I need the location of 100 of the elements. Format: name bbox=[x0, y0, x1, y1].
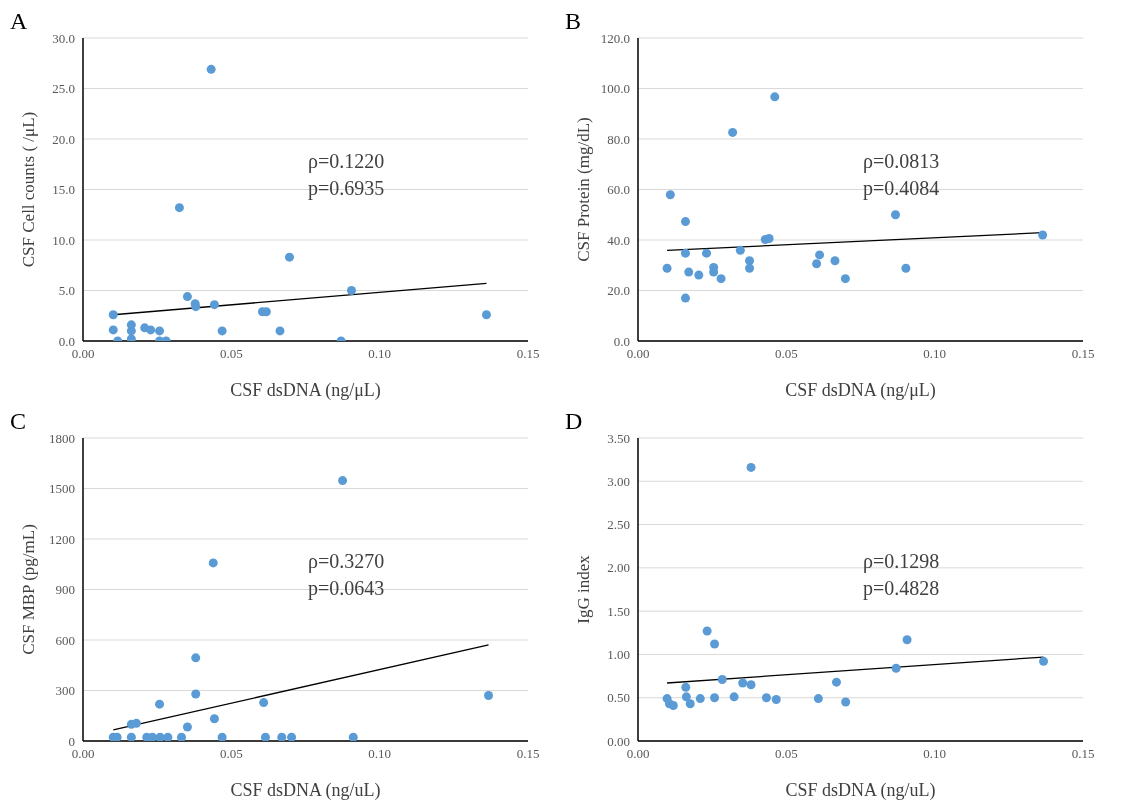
y-tick-label: 2.00 bbox=[607, 560, 630, 576]
point bbox=[680, 217, 690, 227]
point bbox=[735, 245, 745, 255]
y-tick-label: 60.0 bbox=[607, 182, 630, 198]
y-tick-label: 0.50 bbox=[607, 690, 630, 706]
point bbox=[1039, 656, 1049, 666]
y-tick-label: 80.0 bbox=[607, 131, 630, 147]
point bbox=[891, 210, 901, 220]
y-tick-label: 5.0 bbox=[58, 283, 75, 299]
y-tick-label: 100.0 bbox=[600, 81, 630, 97]
y-axis-title: CSF MBP (pg/mL) bbox=[19, 524, 39, 655]
y-tick-label: 20.0 bbox=[607, 283, 630, 299]
point bbox=[745, 263, 755, 273]
x-tick-label: 0.05 bbox=[219, 346, 243, 362]
x-tick-label: 0.05 bbox=[774, 746, 798, 762]
point bbox=[665, 190, 675, 200]
y-tick-label: 300 bbox=[55, 683, 75, 699]
y-tick-label: 10.0 bbox=[52, 232, 75, 248]
point bbox=[176, 732, 186, 741]
point bbox=[680, 293, 690, 303]
x-axis-title: CSF dsDNA (ng/uL) bbox=[230, 780, 381, 801]
y-tick-label: 30.0 bbox=[52, 30, 75, 46]
point bbox=[208, 558, 218, 568]
y-tick-label: 20.0 bbox=[52, 131, 75, 147]
annotation: p=0.6935 bbox=[308, 176, 385, 202]
x-tick-label: 0.15 bbox=[1071, 346, 1095, 362]
x-tick-label: 0.05 bbox=[219, 746, 243, 762]
y-tick-label: 1.00 bbox=[607, 647, 630, 663]
y-tick-label: 1.50 bbox=[607, 603, 630, 619]
x-tick-label: 0.10 bbox=[923, 346, 947, 362]
point bbox=[746, 462, 756, 472]
point bbox=[277, 732, 287, 741]
point bbox=[338, 476, 348, 486]
point bbox=[840, 274, 850, 284]
chart-title: C bbox=[10, 408, 27, 435]
y-axis-title: CSF Protein (mg/dL) bbox=[574, 117, 594, 262]
point bbox=[481, 310, 491, 320]
point bbox=[710, 693, 720, 703]
point bbox=[126, 334, 136, 341]
point bbox=[1038, 230, 1048, 240]
point bbox=[146, 325, 156, 335]
point bbox=[716, 274, 726, 284]
point bbox=[209, 300, 219, 310]
point bbox=[694, 270, 704, 280]
y-tick-label: 3.50 bbox=[607, 430, 630, 446]
x-tick-label: 0.00 bbox=[626, 346, 650, 362]
y-tick-label: 1800 bbox=[49, 430, 75, 446]
y-tick-label: 900 bbox=[55, 582, 75, 598]
point bbox=[275, 326, 285, 336]
point bbox=[346, 286, 356, 295]
point bbox=[108, 325, 118, 335]
y-tick-label: 3.00 bbox=[607, 473, 630, 489]
point bbox=[680, 248, 690, 258]
annotation: p=0.0643 bbox=[308, 576, 385, 602]
point bbox=[126, 732, 136, 741]
x-tick-label: 0.00 bbox=[71, 746, 95, 762]
y-tick-label: 25.0 bbox=[52, 81, 75, 97]
x-tick-label: 0.15 bbox=[516, 746, 540, 762]
point bbox=[163, 732, 173, 741]
x-tick-label: 0.10 bbox=[368, 346, 392, 362]
y-tick-label: 0.0 bbox=[613, 333, 630, 349]
point bbox=[770, 92, 780, 102]
point bbox=[206, 64, 216, 74]
point bbox=[260, 732, 270, 741]
point bbox=[259, 698, 269, 708]
y-tick-label: 120.0 bbox=[600, 30, 630, 46]
point bbox=[484, 691, 494, 701]
point bbox=[702, 626, 712, 636]
x-axis-title: CSF dsDNA (ng/μL) bbox=[230, 380, 381, 401]
point bbox=[348, 732, 358, 741]
y-tick-label: 2.50 bbox=[607, 517, 630, 533]
chart-title: D bbox=[565, 408, 583, 435]
point bbox=[812, 259, 822, 269]
point bbox=[738, 678, 748, 688]
point bbox=[182, 292, 192, 302]
point bbox=[191, 689, 201, 699]
point bbox=[684, 267, 694, 277]
point bbox=[182, 722, 192, 732]
point bbox=[717, 675, 727, 685]
annotation: ρ=0.3270 bbox=[308, 549, 385, 575]
point bbox=[702, 248, 712, 258]
annotation: ρ=0.1298 bbox=[863, 549, 940, 575]
point bbox=[815, 250, 825, 260]
x-tick-label: 0.05 bbox=[774, 346, 798, 362]
point bbox=[761, 693, 771, 703]
point bbox=[681, 682, 691, 692]
point bbox=[287, 732, 297, 741]
point bbox=[662, 263, 672, 273]
y-tick-label: 15.0 bbox=[52, 182, 75, 198]
point bbox=[155, 326, 165, 336]
annotation: p=0.4828 bbox=[863, 576, 940, 602]
y-tick-label: 1200 bbox=[49, 531, 75, 547]
annotation: ρ=0.0813 bbox=[863, 149, 940, 175]
point bbox=[695, 694, 705, 704]
point bbox=[746, 680, 756, 690]
x-tick-label: 0.00 bbox=[71, 346, 95, 362]
y-tick-label: 1500 bbox=[49, 481, 75, 497]
x-tick-label: 0.00 bbox=[626, 746, 650, 762]
point bbox=[126, 326, 136, 336]
x-tick-label: 0.10 bbox=[923, 746, 947, 762]
